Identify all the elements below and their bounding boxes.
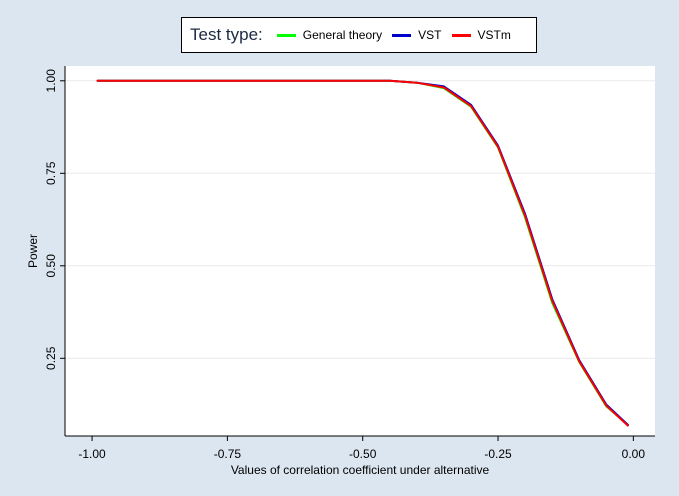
x-ticks: -1.00 -0.75 -0.50 -0.25 0.00 (78, 436, 645, 461)
x-tick-label-1: -0.75 (214, 447, 242, 461)
x-tick-label-4: 0.00 (622, 447, 646, 461)
y-tick-label-2: 0.75 (44, 161, 58, 185)
x-tick-label-0: -1.00 (78, 447, 106, 461)
x-tick-label-3: -0.25 (484, 447, 512, 461)
legend-entry-vst: VST (392, 28, 442, 42)
legend-label-general-theory: General theory (302, 28, 383, 42)
x-tick-label-2: -0.50 (349, 447, 377, 461)
legend-label-vstm: VSTm (477, 28, 511, 42)
x-axis-title: Values of correlation coefficient under … (231, 463, 490, 477)
series-lines (96, 79, 629, 427)
axes (64, 66, 655, 437)
y-axis-title: Power (26, 234, 40, 268)
plot-area (65, 66, 655, 436)
legend-swatch-vst (392, 33, 412, 37)
legend-label-vst: VST (418, 28, 442, 42)
legend-entry-general-theory: General theory (276, 28, 383, 42)
legend-swatch-general-theory (276, 33, 296, 37)
legend: Test type: General theory VST VSTm (181, 17, 537, 53)
legend-swatch-vstm (451, 33, 471, 37)
y-tick-label-0: 0.25 (44, 346, 58, 370)
series-line-vstm (96, 79, 629, 427)
legend-title: Test type: (190, 25, 263, 44)
y-tick-label-1: 0.50 (44, 254, 58, 278)
y-ticks: 0.25 0.50 0.75 1.00 (44, 69, 65, 370)
y-tick-label-3: 1.00 (44, 69, 58, 93)
legend-entry-vstm: VSTm (451, 28, 511, 42)
